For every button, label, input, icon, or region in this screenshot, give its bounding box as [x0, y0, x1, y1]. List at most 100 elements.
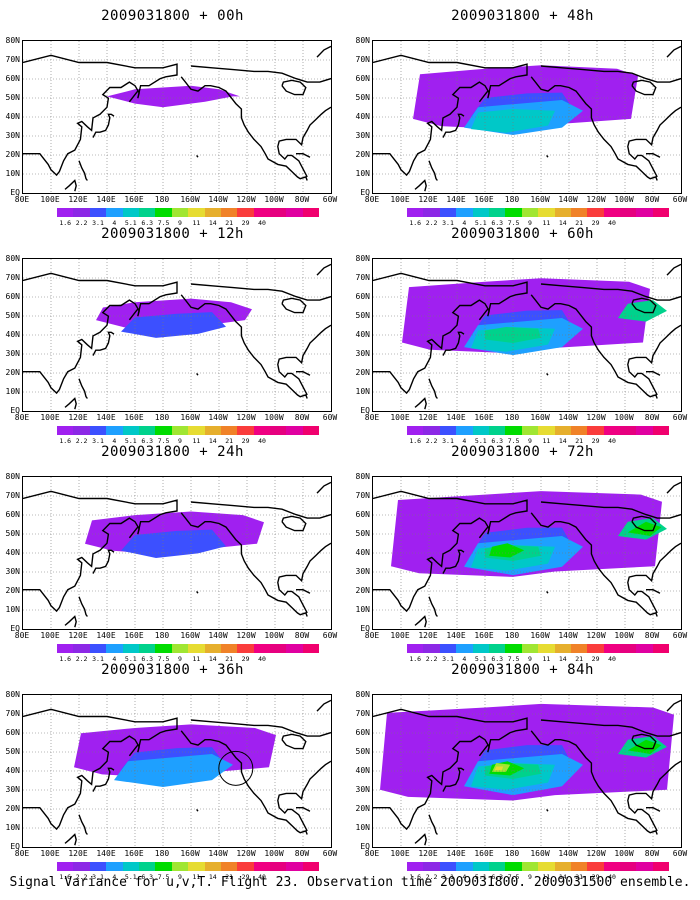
colorbar-label: 2.2: [75, 219, 88, 227]
colorbar: [57, 208, 320, 217]
colorbar-label: 7.5: [157, 655, 170, 663]
colorbar-swatch: [620, 208, 637, 217]
colorbar-label: 5.1: [474, 219, 487, 227]
lon-label: 100W: [264, 631, 284, 640]
lon-label: 180: [504, 849, 520, 858]
lat-label: 30N: [5, 131, 20, 140]
lat-label: 70N: [5, 273, 20, 282]
lon-label: 140W: [558, 195, 578, 204]
lat-label: 10N: [355, 387, 370, 396]
lon-label: 80E: [364, 631, 380, 640]
lat-label: 30N: [355, 785, 370, 794]
lon-label: 100E: [40, 849, 60, 858]
lat-label: 80N: [5, 254, 20, 263]
coastline: [277, 542, 331, 614]
colorbar-swatch: [204, 862, 221, 871]
colorbar-swatch: [603, 208, 621, 217]
colorbar-swatch: [505, 208, 522, 217]
colorbar-swatch: [423, 862, 440, 871]
coastline: [428, 814, 438, 835]
colorbar-swatch: [472, 426, 489, 435]
colorbar-swatch: [488, 862, 506, 871]
lon-label: 160W: [530, 413, 550, 422]
coastline: [540, 283, 681, 301]
map-panel: 2009031800 + 36h 80N 70N 60N 50N 40N 30N 20N 10N…: [0, 654, 345, 881]
colorbar-label: 2.2: [425, 437, 438, 445]
panel-title: 2009031800 + 00h: [101, 8, 244, 24]
lat-label: 10N: [5, 605, 20, 614]
lon-label: 100W: [614, 849, 634, 858]
colorbar-swatch: [407, 426, 424, 435]
coastline: [646, 806, 661, 812]
colorbar-label: 4: [112, 655, 117, 663]
colorbar-label: 2.2: [75, 873, 88, 881]
lon-label: 120E: [68, 195, 88, 204]
lon-label: 120E: [418, 195, 438, 204]
map-area: [22, 40, 332, 194]
colorbar-swatch: [505, 426, 522, 435]
colorbar-swatch: [521, 426, 539, 435]
lon-label: 120E: [418, 631, 438, 640]
lon-label: 100W: [264, 413, 284, 422]
coastline: [316, 481, 331, 494]
colorbar-label: 14: [558, 437, 567, 445]
colorbar-label: 7.5: [507, 437, 520, 445]
colorbar-swatch: [652, 862, 670, 871]
colorbar-label: 29: [241, 437, 250, 445]
lon-label: 160E: [474, 849, 494, 858]
colorbar: [407, 862, 670, 871]
colorbar-label: 14: [208, 873, 217, 881]
colorbar-swatch: [439, 644, 457, 653]
colorbar-swatch: [620, 426, 637, 435]
coastline: [190, 65, 331, 83]
colorbar-label: 4: [462, 437, 467, 445]
lon-label: 140W: [558, 631, 578, 640]
coastline: [78, 814, 88, 835]
map-area: [372, 476, 682, 630]
colorbar: [57, 426, 320, 435]
colorbar-swatch: [423, 208, 440, 217]
coastline: [92, 767, 115, 792]
map-area: [372, 40, 682, 194]
coastline: [540, 719, 681, 737]
coastline: [373, 708, 528, 831]
colorbar-label: 40: [258, 219, 266, 227]
lat-label: 30N: [5, 785, 20, 794]
coastline: [442, 549, 465, 574]
colorbar-label: 1.6: [59, 219, 72, 227]
lon-label: 80W: [644, 413, 660, 422]
coastline: [196, 808, 199, 812]
colorbar-swatch: [188, 862, 205, 871]
colorbar-label: 21: [225, 655, 234, 663]
map-panel: 2009031800 + 60h 80N 70N 60N 50N 40N 30N 20N 10N…: [350, 218, 695, 445]
lat-label: 10N: [5, 387, 20, 396]
map-area: [22, 694, 332, 848]
coastline: [442, 767, 465, 792]
colorbar-label: 1.6: [59, 655, 72, 663]
lon-label: 160W: [180, 849, 200, 858]
lat-label: 30N: [5, 567, 20, 576]
lat-label: 60N: [355, 292, 370, 301]
lat-label: 70N: [5, 491, 20, 500]
lon-label: 60W: [322, 413, 338, 422]
colorbar-swatch: [603, 862, 621, 871]
coastline: [128, 308, 139, 321]
lon-label: 180: [154, 849, 170, 858]
colorbar-label: 21: [225, 219, 234, 227]
lat-label: 30N: [355, 567, 370, 576]
colorbar-swatch: [57, 644, 74, 653]
coastline: [442, 113, 465, 138]
colorbar-label: 11: [542, 219, 551, 227]
lon-label: 120W: [236, 849, 256, 858]
lat-label: 20N: [355, 368, 370, 377]
colorbar-swatch: [505, 644, 522, 653]
colorbar-label: 5.1: [124, 655, 137, 663]
colorbar-swatch: [587, 862, 604, 871]
colorbar-swatch: [188, 208, 205, 217]
map-panel: 2009031800 + 12h 80N 70N 60N 50N 40N 30N 20N 10N…: [0, 218, 345, 445]
lat-label: 40N: [355, 548, 370, 557]
colorbar-label: 11: [542, 655, 551, 663]
colorbar-label: 7.5: [157, 437, 170, 445]
colorbar-swatch: [286, 862, 303, 871]
lon-label: 120E: [418, 413, 438, 422]
